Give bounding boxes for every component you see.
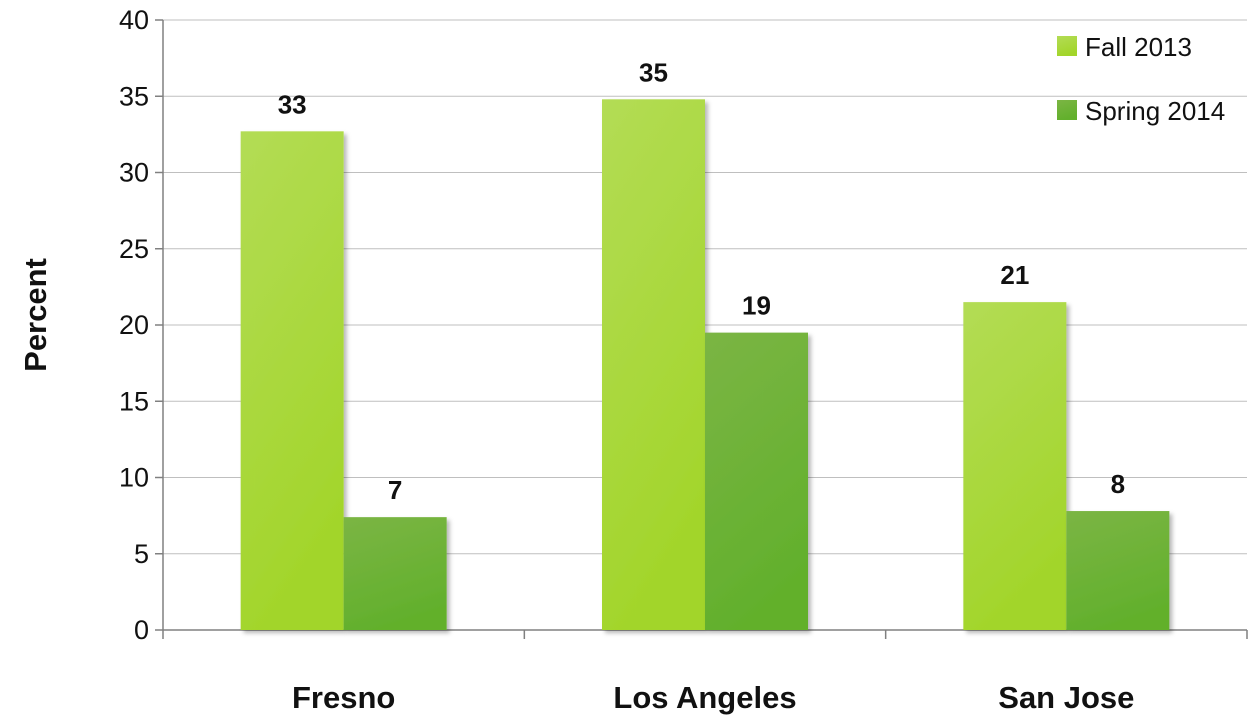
x-category-label: Los Angeles (613, 680, 796, 715)
x-category-label: Fresno (292, 680, 395, 715)
y-tick-label: 5 (134, 539, 149, 569)
bar-spring-2 (1066, 511, 1170, 630)
bars (240, 99, 1170, 631)
data-label: 33 (278, 89, 307, 119)
y-tick-label: 10 (119, 463, 149, 493)
bar-spring-1 (705, 332, 808, 630)
y-tick-label: 0 (134, 615, 149, 645)
data-label: 35 (639, 57, 668, 87)
legend: Fall 2013 Spring 2014 (1057, 32, 1225, 126)
data-label: 7 (388, 475, 402, 505)
labels: 33 7 Fresno 35 19 Los Angeles 21 8 San Jose (278, 57, 1135, 715)
y-tick-label: 20 (119, 310, 149, 340)
bar-spring-0 (343, 517, 447, 630)
y-tick-label: 30 (119, 158, 149, 188)
y-tick-label: 40 (119, 5, 149, 35)
legend-swatch (1057, 36, 1077, 56)
legend-label: Spring 2014 (1085, 96, 1225, 126)
bar-fall-0 (240, 131, 344, 630)
y-axis-title: Percent (18, 258, 53, 372)
bar-fall-2 (963, 302, 1067, 630)
y-tick-label: 35 (119, 81, 149, 111)
y-tick-label: 15 (119, 386, 149, 416)
data-label: 21 (1000, 260, 1029, 290)
x-category-label: San Jose (998, 680, 1134, 715)
y-tick-label: 25 (119, 234, 149, 264)
bar-fall-1 (602, 99, 705, 631)
data-label: 8 (1111, 469, 1125, 499)
legend-swatch (1057, 100, 1077, 120)
data-label: 19 (742, 291, 771, 321)
legend-label: Fall 2013 (1085, 32, 1192, 62)
